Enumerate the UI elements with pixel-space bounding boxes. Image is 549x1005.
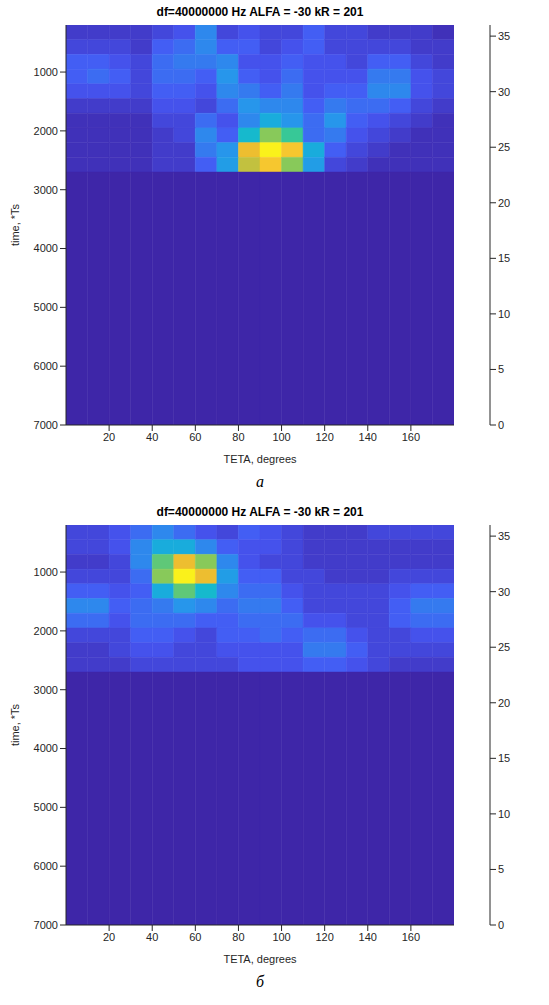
- svg-text:120: 120: [315, 431, 333, 443]
- svg-text:10: 10: [498, 308, 510, 320]
- svg-text:120: 120: [315, 931, 333, 943]
- svg-text:6000: 6000: [34, 860, 58, 872]
- html-text:df=40000000 Hz ALFA = -30 kR =: df=40000000 Hz ALFA = -30 kR = 201: [156, 505, 364, 519]
- svg-text:5: 5: [498, 863, 504, 875]
- svg-text:160: 160: [402, 431, 420, 443]
- svg-text:0: 0: [498, 419, 504, 431]
- svg-text:140: 140: [359, 431, 377, 443]
- svg-text:3000: 3000: [34, 184, 58, 196]
- svg-text:20: 20: [103, 931, 115, 943]
- svg-text:1000: 1000: [34, 66, 58, 78]
- svg-text:15: 15: [498, 752, 510, 764]
- svg-text:5000: 5000: [34, 301, 58, 313]
- svg-text:6000: 6000: [34, 360, 58, 372]
- svg-text:80: 80: [232, 431, 244, 443]
- svg-text:140: 140: [359, 931, 377, 943]
- svg-text:time, *Ts: time, *Ts: [9, 703, 21, 746]
- svg-text:7000: 7000: [34, 419, 58, 431]
- svg-text:2000: 2000: [34, 125, 58, 137]
- svg-text:35: 35: [498, 30, 510, 42]
- svg-text:10: 10: [498, 808, 510, 820]
- svg-text:1000: 1000: [34, 566, 58, 578]
- svg-text:100: 100: [272, 431, 290, 443]
- svg-text:30: 30: [498, 586, 510, 598]
- html-text:а: а: [256, 473, 264, 490]
- svg-text:80: 80: [232, 931, 244, 943]
- svg-text:100: 100: [272, 931, 290, 943]
- svg-text:TETA, degrees: TETA, degrees: [223, 453, 297, 465]
- svg-text:7000: 7000: [34, 919, 58, 931]
- svg-text:5: 5: [498, 363, 504, 375]
- svg-text:0: 0: [498, 919, 504, 931]
- html-text:б: б: [256, 973, 264, 990]
- svg-text:15: 15: [498, 252, 510, 264]
- svg-text:4000: 4000: [34, 242, 58, 254]
- svg-text:60: 60: [189, 931, 201, 943]
- html-text:df=40000000 Hz ALFA = -30 kR =: df=40000000 Hz ALFA = -30 kR = 201: [156, 5, 364, 19]
- svg-text:160: 160: [402, 931, 420, 943]
- svg-text:40: 40: [146, 931, 158, 943]
- svg-text:3000: 3000: [34, 684, 58, 696]
- svg-text:30: 30: [498, 86, 510, 98]
- svg-text:5000: 5000: [34, 801, 58, 813]
- svg-text:25: 25: [498, 641, 510, 653]
- svg-text:60: 60: [189, 431, 201, 443]
- svg-text:40: 40: [146, 431, 158, 443]
- svg-text:20: 20: [498, 197, 510, 209]
- svg-text:4000: 4000: [34, 742, 58, 754]
- svg-text:TETA, degrees: TETA, degrees: [223, 953, 297, 965]
- svg-text:2000: 2000: [34, 625, 58, 637]
- svg-text:20: 20: [498, 697, 510, 709]
- svg-text:time, *Ts: time, *Ts: [9, 203, 21, 246]
- svg-text:25: 25: [498, 141, 510, 153]
- svg-text:35: 35: [498, 530, 510, 542]
- svg-text:20: 20: [103, 431, 115, 443]
